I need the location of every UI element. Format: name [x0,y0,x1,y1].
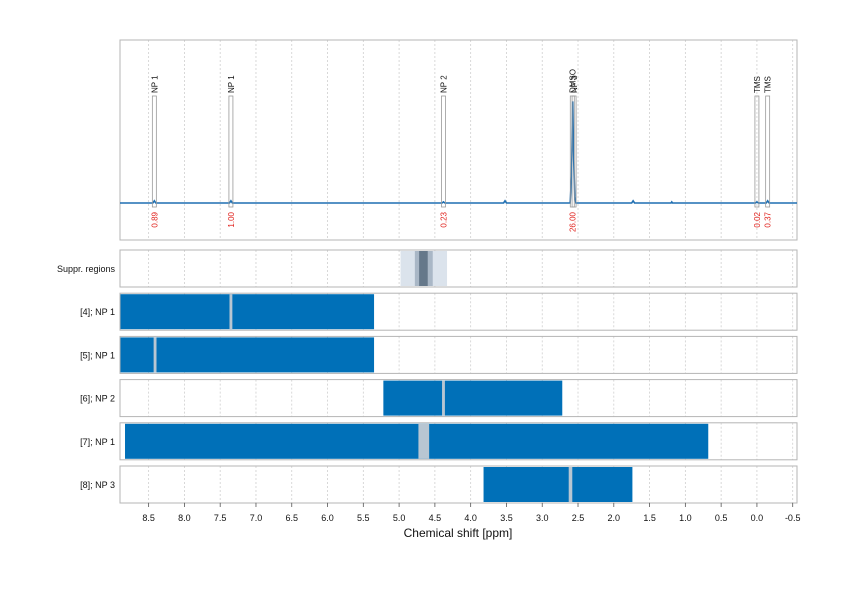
x-axis: 8.5 8.0 7.5 7.0 6.5 6.0 5.5 5.0 4.5 4.0 3.5 3.0 2.5 2… [142,503,800,523]
x-tick-label: 8.5 [142,513,155,523]
x-tick-label: 7.0 [250,513,263,523]
peak-integral-value: 0.23 [439,211,448,227]
x-tick-label: 0.5 [715,513,728,523]
track-row: [6]; NP 2 [80,379,798,418]
track-label: [7]; NP 1 [80,437,115,447]
track-frame [119,379,798,418]
peak-label: TMS [764,76,773,93]
track-frame [119,292,798,331]
grid-layer [148,40,794,503]
x-tick-label: 4.5 [429,513,442,523]
region-gap-marker [153,337,157,373]
peak-integral-value: 26.00 [568,211,577,232]
track-row: [4]; NP 1 [80,292,798,331]
track-label: [4]; NP 1 [80,307,115,317]
spectrum-frame [119,39,798,241]
peak-marker-box [151,95,157,208]
x-tick-label: 1.0 [679,513,692,523]
track-row: [8]; NP 3 [80,465,798,504]
x-tick-label: 7.5 [214,513,227,523]
region-bar [125,423,709,459]
x-tick-label: 3.5 [500,513,513,523]
x-tick-label: 2.5 [572,513,585,523]
track-frame [119,465,798,504]
peak-marker-box [765,95,771,208]
peak-integral-value: 0.89 [150,211,159,227]
spectrum-panel: NP 1 0.89 NP 1 1.00 NP 2 0.23 DMSO 26.00 NP 3 TMS… [119,39,798,241]
region-bar [483,467,633,502]
peak-label: TMS [753,76,762,93]
region-gap-marker [442,380,445,416]
region-gap-marker [229,294,233,330]
track-row: [7]; NP 1 [80,422,798,461]
peak-marker-box [754,95,760,208]
peak-label: NP 2 [439,75,448,93]
track-label: [6]; NP 2 [80,394,115,404]
x-tick-label: 6.5 [285,513,298,523]
spectrum-line [120,101,797,204]
x-tick-label: 1.5 [643,513,656,523]
x-tick-label: 3.0 [536,513,549,523]
peak-marker-box [571,95,577,208]
x-tick-label: 6.0 [321,513,334,523]
peak-label: NP 3 [570,75,579,93]
track-label: [8]; NP 3 [80,480,115,490]
region-gap-marker [568,467,573,502]
x-tick-label: 5.5 [357,513,370,523]
track-row: [5]; NP 1 [80,335,798,374]
peak-integral-value: 1.00 [227,211,236,227]
x-tick-label: 2.0 [608,513,621,523]
x-tick-label: -0.5 [785,513,801,523]
track-label: Suppr. regions [57,264,116,274]
x-tick-label: 0.0 [751,513,764,523]
peak-label: DMSO [568,69,577,93]
track-frame [119,335,798,374]
x-tick-label: 8.0 [178,513,191,523]
peak-label: NP 1 [150,75,159,93]
x-tick-label: 5.0 [393,513,406,523]
peak-integral-value: 0.02 [753,211,762,227]
peak-label: NP 1 [227,75,236,93]
track-label: [5]; NP 1 [80,350,115,360]
track-frame [119,422,798,461]
suppression-band [419,251,428,286]
region-gap-marker [418,423,430,459]
peak-marker-box [441,95,446,208]
region-tracks: Suppr. regions [4]; NP 1 [5]; NP 1 [6]; NP … [57,249,798,504]
track-row: Suppr. regions [57,249,798,288]
region-bar [120,294,375,330]
x-axis-title: Chemical shift [ppm] [404,526,513,540]
region-bar [120,337,375,373]
x-tick-label: 4.0 [464,513,477,523]
peak-integral-value: 0.37 [764,211,773,227]
track-frame [119,249,798,288]
region-bar [383,380,563,416]
peak-marker-box [228,95,234,208]
